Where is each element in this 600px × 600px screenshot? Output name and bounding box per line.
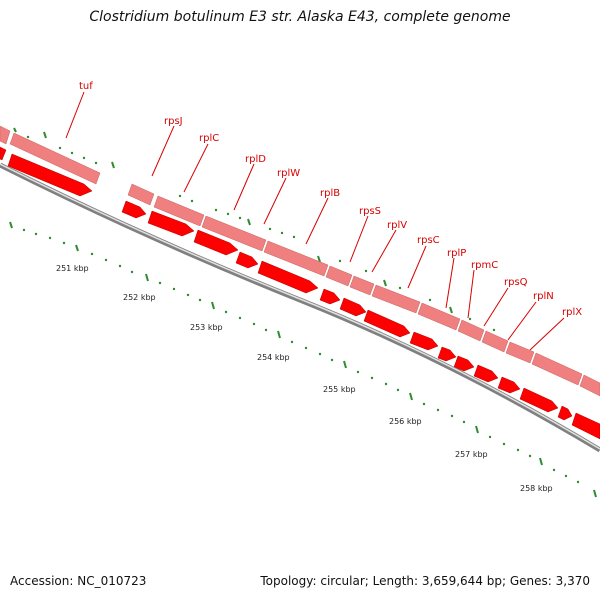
gene-label-rplD: rplD xyxy=(245,154,266,165)
scale-label-253: 253 kbp xyxy=(190,323,223,332)
scale-label-254: 254 kbp xyxy=(257,353,290,362)
scale-label-252: 252 kbp xyxy=(123,293,156,302)
tick-mark xyxy=(409,392,413,401)
tick-mark xyxy=(145,273,149,282)
tick-mark xyxy=(317,255,321,263)
tick-mark xyxy=(343,360,347,369)
gene-label-tuf: tuf xyxy=(79,81,93,92)
scale-label-251: 251 kbp xyxy=(56,264,89,273)
gene-label-rplC: rplC xyxy=(199,133,219,144)
gene-label-rplN: rplN xyxy=(533,291,554,302)
inner-scale-arc xyxy=(9,221,597,498)
gene-label-rplP: rplP xyxy=(447,248,466,259)
map-title: Clostridium botulinum E3 str. Alaska E43… xyxy=(89,9,511,25)
label-leaders xyxy=(65,91,565,351)
gene-label-rpsQ: rpsQ xyxy=(504,277,528,288)
gene-label-rpsJ: rpsJ xyxy=(164,116,183,127)
scale-label-257: 257 kbp xyxy=(455,450,488,459)
outer-gene-track xyxy=(0,125,600,397)
gene-label-rplW: rplW xyxy=(277,168,300,179)
accession-text: Accession: NC_010723 xyxy=(10,574,147,588)
gene-label-rplX: rplX xyxy=(562,307,582,318)
backbone-arc xyxy=(0,162,600,453)
tick-mark xyxy=(13,127,17,133)
tick-mark xyxy=(449,306,453,314)
tick-mark xyxy=(593,489,597,498)
gene-label-rpsC: rpsC xyxy=(417,235,440,246)
tick-mark xyxy=(539,457,543,466)
scale-label-258: 258 kbp xyxy=(520,484,553,493)
backbone-highlight xyxy=(0,163,600,450)
tick-mark xyxy=(9,221,13,229)
inner-gene-track xyxy=(0,146,600,440)
scale-labels: 251 kbp 252 kbp 253 kbp 254 kbp 255 kbp … xyxy=(56,264,553,493)
tick-mark xyxy=(277,330,281,339)
tick-mark xyxy=(43,131,47,139)
genome-summary-text: Topology: circular; Length: 3,659,644 bp… xyxy=(260,574,590,588)
tick-mark xyxy=(247,218,251,226)
tick-mark xyxy=(475,425,479,434)
tick-mark xyxy=(383,279,387,287)
scale-label-255: 255 kbp xyxy=(323,385,356,394)
gene-labels: tuf rpsJ rplC rplD rplW rplB rpsS rplV r… xyxy=(79,81,582,318)
gene-label-rpmC: rpmC xyxy=(471,260,498,271)
tick-mark xyxy=(111,161,115,169)
gene-label-rplV: rplV xyxy=(387,220,407,231)
scale-label-256: 256 kbp xyxy=(389,417,422,426)
tick-mark xyxy=(75,244,79,252)
gene-label-rplB: rplB xyxy=(320,188,340,199)
tick-mark xyxy=(211,301,215,310)
gene-label-rpsS: rpsS xyxy=(359,206,381,217)
